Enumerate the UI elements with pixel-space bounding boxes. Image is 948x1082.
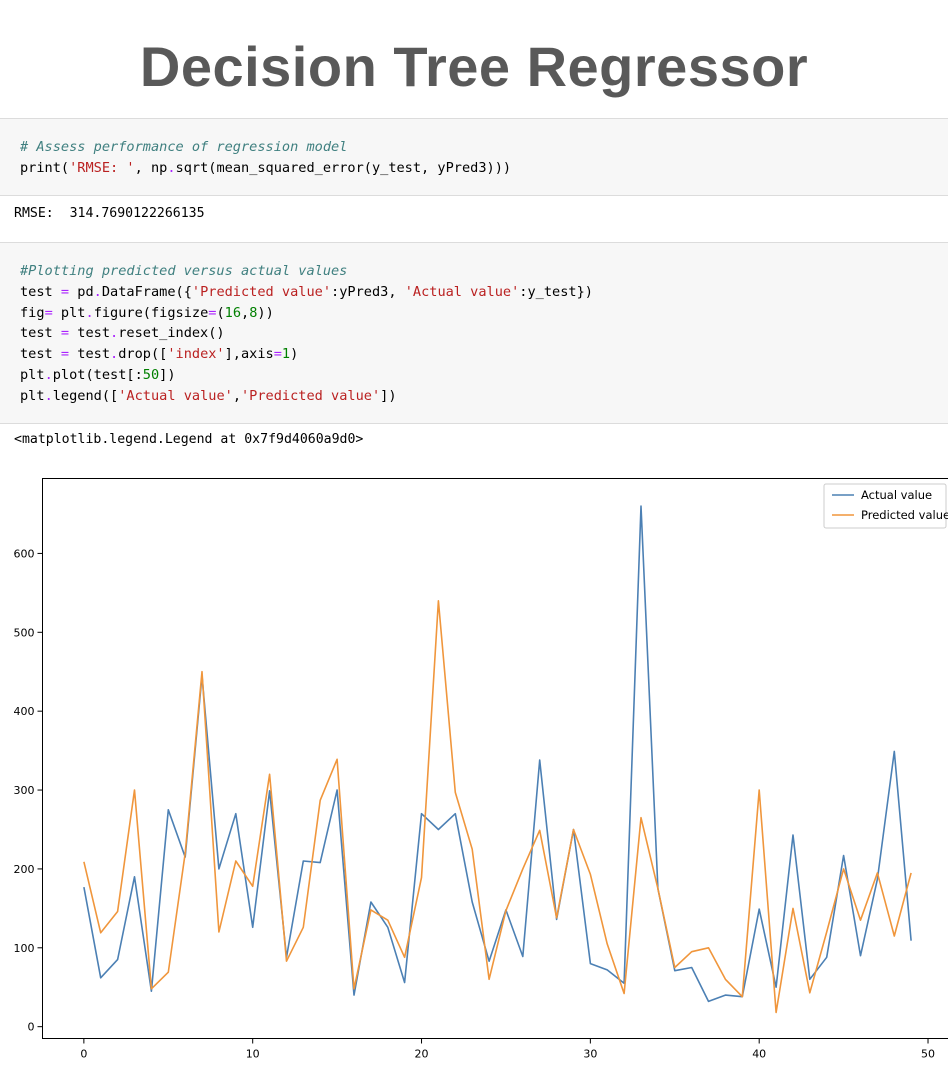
code-token: . [93,283,102,300]
y-tick-label: 500 [14,626,35,639]
code-token: plt [20,366,45,383]
code-token: :y_test}) [519,283,593,300]
code-token: :yPred3, [331,283,405,300]
code-token: = [60,346,70,363]
code-cell-plot[interactable]: #Plotting predicted versus actual values… [0,242,948,424]
code-token: , np [134,159,168,176]
code-token: = [273,346,282,363]
code-token: ]) [380,387,397,404]
code-token: = [60,283,70,300]
code-token: 'Predicted value' [241,387,381,404]
code-line: fig= plt.figure(figsize=(16,8)) [20,303,948,324]
y-tick-label: 600 [14,547,35,560]
code-line: test = pd.DataFrame({'Predicted value':y… [20,282,948,303]
code-token: legend([ [52,387,119,404]
code-token: 'Actual value' [404,283,520,300]
code-token: = [44,304,53,321]
code-block: # Assess performance of regression model… [0,119,948,179]
code-token: DataFrame({ [101,283,192,300]
code-token: . [44,387,53,404]
code-line: print('RMSE: ', np.sqrt(mean_squared_err… [20,158,948,179]
code-token: . [110,346,119,363]
code-token: sqrt(mean_squared_error(y_test, yPred3))… [175,159,512,176]
legend-label: Actual value [861,488,932,502]
code-token: ],axis [224,346,274,363]
code-token: = [60,325,70,342]
code-cell-rmse[interactable]: # Assess performance of regression model… [0,118,948,196]
code-token: 50 [142,366,160,383]
code-token: . [85,304,94,321]
y-tick-label: 300 [14,784,35,797]
y-tick-label: 100 [14,942,35,955]
series-line-predicted-value [83,600,912,1014]
code-token: plt [52,304,86,321]
code-token: test [69,346,111,363]
x-tick-label: 20 [415,1048,429,1061]
code-token: test [20,325,61,342]
chart-legend: Actual value Predicted value [823,483,948,529]
y-axis-ticks: 0 100 200 300 400 500 600 [14,547,43,1034]
code-line: plt.plot(test[:50]) [20,365,948,386]
y-tick-label: 200 [14,863,35,876]
code-token: 16 [224,304,242,321]
rmse-output: RMSE: 314.7690122266135 [14,206,205,221]
code-token: 8 [249,304,258,321]
legend-label: Predicted value [861,508,948,522]
plot-frame [42,478,948,1039]
code-token: ( [216,304,225,321]
code-token: . [167,159,176,176]
code-token: . [44,366,53,383]
legend-box [823,483,947,529]
series-lines [83,505,912,1014]
code-token: fig [20,304,45,321]
code-token: print( [20,159,70,176]
code-token: plt [20,387,45,404]
code-line: # Assess performance of regression model [20,137,948,158]
code-token: ) [290,346,299,363]
code-line: test = test.drop(['index'],axis=1) [20,344,948,365]
y-tick-label: 400 [14,705,35,718]
code-line: #Plotting predicted versus actual values [20,261,948,282]
code-token: . [110,325,119,342]
x-axis-ticks: 0 10 20 30 40 50 [80,1038,935,1061]
code-token: , [232,387,241,404]
code-block: #Plotting predicted versus actual values… [0,243,948,407]
code-token: test [20,283,61,300]
code-token: #Plotting predicted versus actual values [20,263,348,279]
y-tick-label: 0 [28,1021,35,1034]
code-token: , [241,304,250,321]
code-token: 1 [281,346,291,363]
code-line: test = test.reset_index() [20,323,948,344]
x-tick-label: 10 [246,1048,260,1061]
code-token: 'RMSE: ' [69,159,135,176]
code-token: test [69,325,111,342]
code-token: reset_index() [118,325,225,342]
code-token: pd [69,283,94,300]
page-title: Decision Tree Regressor [139,35,809,98]
x-tick-label: 30 [583,1048,597,1061]
code-token: )) [257,304,274,321]
code-token: = [208,304,217,321]
x-tick-label: 0 [80,1048,87,1061]
code-token: ]) [159,366,176,383]
code-token: 'index' [167,346,225,363]
code-token: drop([ [118,346,168,363]
code-token: figure(figsize [93,304,209,321]
x-tick-label: 40 [752,1048,766,1061]
code-token: test [20,346,61,363]
code-token: 'Predicted value' [191,283,332,300]
x-tick-label: 50 [921,1048,935,1061]
code-line: plt.legend(['Actual value','Predicted va… [20,386,948,407]
code-token: 'Actual value' [118,387,233,404]
line-chart: 0 100 200 300 400 500 600 0 10 20 30 40 50 Actual v… [14,478,948,1061]
code-token: plot(test[: [52,366,143,383]
code-token: # Assess performance of regression model [20,139,348,155]
legend-output: <matplotlib.legend.Legend at 0x7f9d4060a… [14,432,364,447]
